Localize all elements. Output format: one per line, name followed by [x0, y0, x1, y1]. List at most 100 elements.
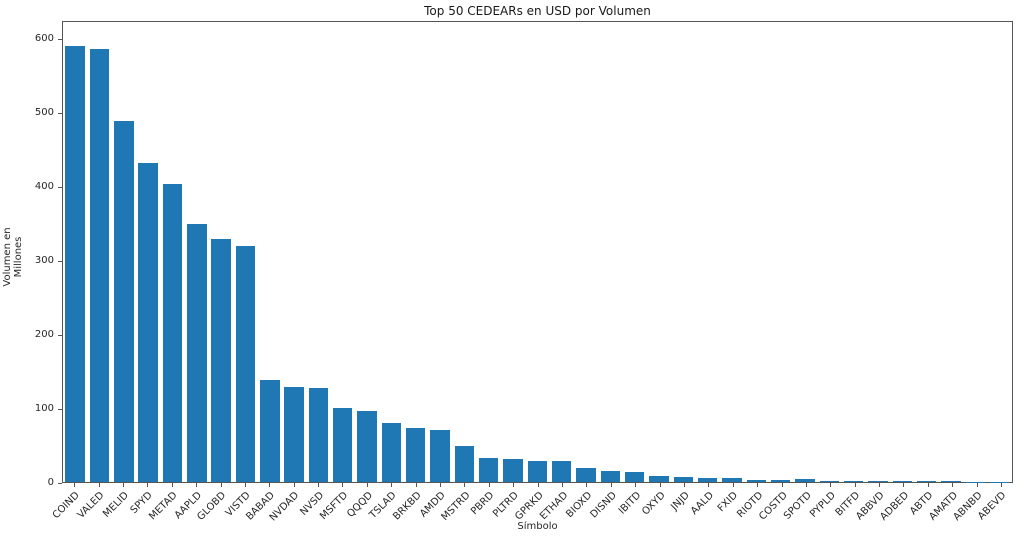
bar-slot — [63, 22, 87, 482]
bar-slot — [842, 22, 866, 482]
bar-FXID — [722, 477, 742, 482]
bar-SPOTD — [795, 479, 815, 482]
bar-JNJD — [673, 476, 694, 482]
bar-slot — [939, 22, 963, 482]
x-tick-mark — [74, 483, 76, 487]
x-tick-mark — [952, 483, 954, 487]
bar-slot — [209, 22, 233, 482]
bar-slot — [744, 22, 768, 482]
x-tick-mark — [854, 483, 856, 487]
bar-slot — [477, 22, 501, 482]
x-tick-label-VALED: VALED — [75, 490, 107, 521]
y-tick-label: 100 — [34, 403, 54, 415]
x-tick-mark — [415, 483, 417, 487]
x-tick-mark — [610, 483, 612, 487]
bar-BRKBD — [406, 427, 426, 482]
bar-COSTD — [770, 479, 791, 482]
x-tick-label-OXYD: OXYD — [639, 490, 668, 518]
x-tick-mark — [537, 483, 539, 487]
y-tick-mark — [58, 38, 62, 40]
y-tick-label: 400 — [34, 181, 54, 193]
bar-ABTD — [916, 480, 937, 482]
x-tick-mark — [122, 483, 124, 487]
bar-PBRD — [479, 457, 499, 482]
y-tick-mark — [58, 334, 62, 336]
y-tick-mark — [58, 482, 62, 484]
x-tick-mark — [830, 483, 832, 487]
bar-slot — [355, 22, 379, 482]
bar-BIOXD — [576, 468, 596, 482]
x-tick-mark — [757, 483, 759, 487]
bar-VISTD — [235, 246, 256, 482]
bar-AMATD — [941, 481, 961, 482]
x-tick-mark — [562, 483, 563, 487]
x-tick-label-MELID: MELID — [100, 490, 131, 520]
bar-slot — [233, 22, 257, 482]
y-tick-mark — [58, 408, 62, 410]
bar-slot — [817, 22, 841, 482]
bar-slot — [258, 22, 282, 482]
bar-slot — [987, 22, 1011, 482]
x-tick-mark — [879, 483, 881, 487]
y-tick-mark — [58, 112, 62, 114]
bar-PYPLD — [819, 480, 840, 482]
bar-slot — [623, 22, 647, 482]
bar-COIND — [65, 45, 85, 482]
x-tick-label-AALD: AALD — [689, 490, 717, 518]
bar-MELID — [114, 120, 134, 482]
bar-slot — [185, 22, 209, 482]
x-tick-mark — [269, 483, 271, 487]
y-tick-label: 200 — [34, 329, 54, 341]
bar-VALED — [89, 48, 110, 482]
x-tick-mark — [659, 483, 661, 487]
bar-AMDD — [430, 430, 450, 482]
x-tick-mark — [513, 483, 515, 487]
x-tick-mark — [342, 483, 344, 487]
bar-ETHAD — [551, 461, 572, 482]
bar-MSFTD — [333, 408, 353, 482]
bar-QQQD — [357, 410, 377, 482]
bar-slot — [112, 22, 136, 482]
bar-slot — [404, 22, 428, 482]
bar-slot — [428, 22, 452, 482]
bar-slot — [866, 22, 890, 482]
y-tick-label: 300 — [34, 255, 54, 267]
x-tick-mark — [781, 483, 783, 487]
x-tick-mark — [683, 483, 685, 487]
bar-slot — [793, 22, 817, 482]
bar-slot — [282, 22, 306, 482]
bar-AAPLD — [187, 224, 207, 482]
x-tick-mark — [440, 483, 442, 487]
bar-OXYD — [649, 476, 669, 482]
x-tick-mark — [1001, 483, 1003, 487]
bar-GPRKD — [527, 460, 548, 482]
bar-BITFD — [843, 480, 864, 482]
x-tick-mark — [708, 483, 710, 487]
bar-slot — [452, 22, 476, 482]
x-tick-mark — [318, 483, 320, 487]
bar-PLTRD — [503, 459, 523, 482]
bar-ABBVD — [868, 480, 888, 482]
y-tick-label: 500 — [34, 107, 54, 119]
x-tick-mark — [98, 483, 100, 487]
x-tick-mark — [171, 483, 173, 487]
bar-ADBED — [892, 480, 913, 482]
x-tick-mark — [147, 483, 149, 487]
bar-slot — [379, 22, 403, 482]
x-tick-mark — [244, 483, 246, 487]
bar-slot — [963, 22, 987, 482]
bar-NVSD — [308, 387, 329, 482]
x-tick-mark — [220, 483, 222, 487]
x-tick-mark — [635, 483, 637, 487]
x-tick-mark — [366, 483, 368, 487]
bar-slot — [331, 22, 355, 482]
bar-slot — [525, 22, 549, 482]
bars — [63, 22, 1012, 482]
bar-DISND — [600, 470, 621, 482]
bar-slot — [720, 22, 744, 482]
bar-AALD — [697, 477, 718, 482]
y-tick-label: 0 — [47, 477, 54, 488]
bar-slot — [160, 22, 184, 482]
x-tick-mark — [586, 483, 588, 487]
bar-TSLAD — [381, 423, 402, 482]
